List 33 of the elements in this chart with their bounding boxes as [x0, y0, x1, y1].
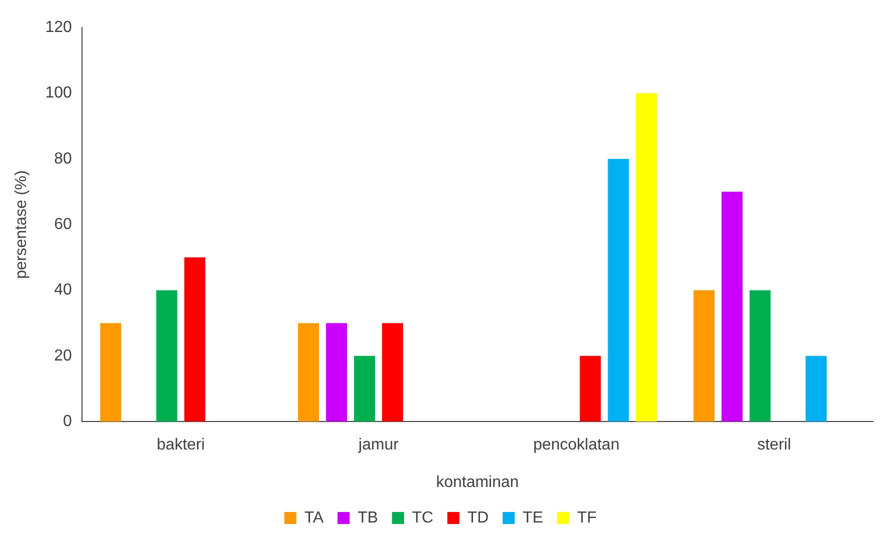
bar — [156, 290, 178, 422]
bar — [326, 323, 348, 422]
y-axis-title: persentase (%) — [13, 170, 30, 279]
bar — [100, 323, 122, 422]
y-tick-label: 20 — [54, 347, 72, 364]
x-tick-label: steril — [757, 436, 792, 454]
bar — [580, 356, 601, 422]
bar — [806, 356, 827, 422]
bar — [608, 158, 629, 422]
bar — [750, 290, 771, 422]
legend-label: TC — [412, 509, 434, 526]
y-tick-label: 120 — [45, 19, 72, 36]
x-axis-title: kontaminan — [436, 474, 519, 491]
x-tick-label: pencoklatan — [533, 436, 620, 454]
x-tick-label: jamur — [358, 436, 400, 454]
legend-label: TA — [304, 509, 324, 526]
legend-label: TF — [577, 509, 597, 526]
legend-label: TD — [467, 509, 489, 526]
bar — [694, 290, 715, 422]
y-tick-label: 100 — [45, 84, 72, 102]
y-tick-label: 40 — [54, 282, 72, 299]
legend-label: TB — [358, 509, 378, 526]
bar — [636, 93, 657, 422]
bar — [184, 257, 206, 422]
bar — [722, 192, 743, 422]
y-tick-label: 0 — [62, 413, 72, 430]
legend-label: TE — [522, 509, 544, 526]
bar — [298, 323, 320, 422]
bar — [354, 356, 376, 422]
y-tick-label: 60 — [54, 216, 72, 234]
y-tick-label: 80 — [54, 150, 72, 168]
bar — [382, 323, 404, 422]
x-tick-label: bakteri — [156, 436, 205, 454]
